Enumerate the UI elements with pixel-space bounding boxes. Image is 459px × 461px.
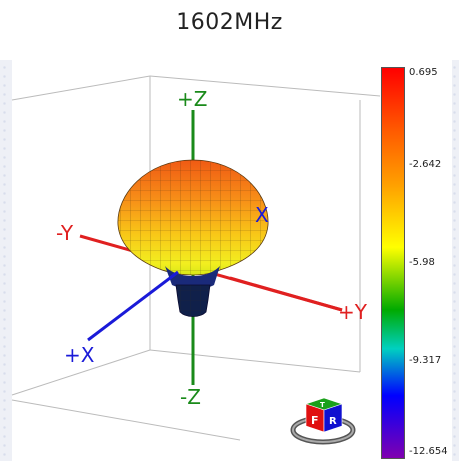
axis-label-plus-y: +Y [338, 300, 368, 324]
colorbar [381, 67, 405, 459]
page-title: 1602MHz [176, 10, 283, 35]
axis-label-x-back: X [255, 203, 269, 227]
orientation-cube[interactable]: F R T [290, 397, 356, 445]
x-axis-line [87, 270, 179, 342]
axis-label-minus-y: -Y [56, 221, 74, 245]
colorbar-label: -5.98 [409, 257, 435, 268]
axis-label-plus-z: +Z [177, 87, 207, 111]
axis-label-plus-x: +X [64, 343, 95, 367]
cube-face-front: F [311, 414, 319, 427]
cube-face-right: R [329, 416, 337, 427]
axis-label-minus-z: -Z [180, 385, 201, 409]
colorbar-label: -2.642 [409, 159, 442, 170]
colorbar-label: -9.317 [409, 355, 442, 366]
radiation-pattern-lobe [117, 159, 269, 317]
colorbar-label: 0.695 [409, 67, 438, 78]
cube-face-top: T [320, 401, 325, 409]
colorbar-label: -12.654 [409, 446, 448, 457]
header [0, 0, 459, 60]
y-axis-line-front [229, 276, 343, 312]
